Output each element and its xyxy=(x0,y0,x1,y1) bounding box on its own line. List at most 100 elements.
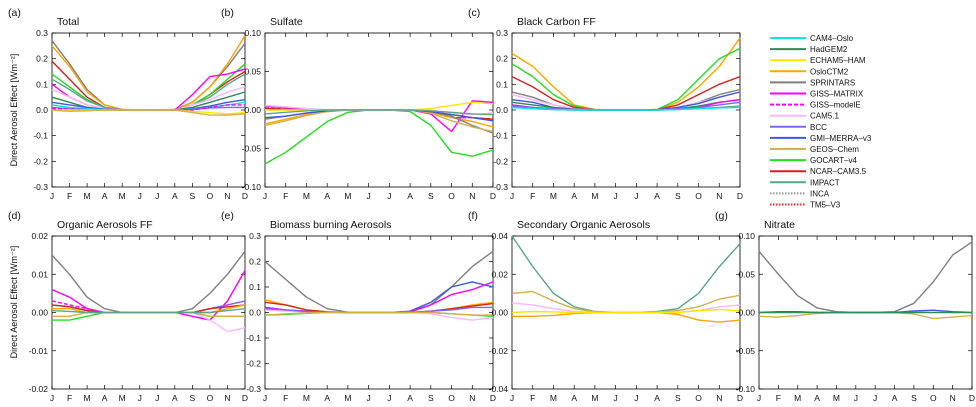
series-line xyxy=(511,308,741,314)
panel-label: (f) xyxy=(468,210,478,222)
y-tick-label: -0.02 xyxy=(29,384,49,394)
x-tick-label: A xyxy=(407,191,413,201)
x-tick-label: D xyxy=(490,393,496,403)
y-tick-label: 0.05 xyxy=(738,269,755,279)
y-tick-label: 0.1 xyxy=(249,282,261,292)
x-tick-label: D xyxy=(737,393,743,403)
y-tick-label: -0.2 xyxy=(493,156,508,166)
panel-1: (a) Total -0.3 -0.2 -0.1 0.0 0.1 0.2 0.3 J F M A M J J A… xyxy=(8,7,248,201)
x-tick-label: N xyxy=(469,191,475,201)
x-tick-label: J xyxy=(614,393,618,403)
legend-item: ECHAM5–HAM xyxy=(770,56,866,65)
legend-label: GISS–modelE xyxy=(810,101,861,110)
panel-label: (c) xyxy=(468,7,480,19)
panel-label: (d) xyxy=(8,210,21,222)
legend-label: BCC xyxy=(810,123,827,132)
series-line xyxy=(51,308,246,314)
legend-label: GOCART–v4 xyxy=(810,156,858,165)
x-tick-label: D xyxy=(242,191,248,201)
panel-3: (c) Black Carbon FF -0.3 -0.2 -0.1 0.0 0.1 0.2 0… xyxy=(468,7,743,201)
legend-item: NCAR–CAM3.5 xyxy=(770,167,867,176)
y-tick-label: 0.00 xyxy=(738,308,755,318)
y-tick-label: 0.04 xyxy=(491,231,508,241)
series-line xyxy=(51,250,246,314)
x-tick-label: M xyxy=(119,191,126,201)
x-tick-label: J xyxy=(873,393,877,403)
x-tick-label: A xyxy=(571,393,577,403)
x-tick-label: A xyxy=(102,191,108,201)
legend-item: SPRINTARS xyxy=(770,78,855,87)
series-line xyxy=(511,235,741,314)
panel-5: (e) Biomass burning Aerosols -0.3 -0.2 -0.1 0… xyxy=(221,210,496,403)
x-tick-label: N xyxy=(716,191,722,201)
series-line xyxy=(51,63,246,111)
panel-2: (b) Sulfate -0.10 -0.05 0.00 0.05 0.10 J F M A M J J A… xyxy=(221,7,496,201)
x-tick-label: J xyxy=(510,393,514,403)
x-tick-label: N xyxy=(950,393,956,403)
x-tick-label: M xyxy=(84,393,91,403)
series-line xyxy=(51,35,246,111)
x-tick-label: J xyxy=(155,191,159,201)
x-tick-label: A xyxy=(571,191,577,201)
legend-item: CAM4–Oslo xyxy=(770,34,854,43)
x-tick-label: A xyxy=(892,393,898,403)
legend-item: OsloCTM2 xyxy=(770,67,849,76)
y-tick-label: -0.02 xyxy=(489,346,509,356)
legend-item: TM5–V3 xyxy=(770,201,841,210)
x-tick-label: M xyxy=(550,393,557,403)
panel-label: (a) xyxy=(8,7,21,19)
y-tick-label: 0.00 xyxy=(31,308,48,318)
x-tick-label: S xyxy=(190,393,196,403)
legend-label: GMI–MERRA–v3 xyxy=(810,134,872,143)
legend-label: IMPACT xyxy=(810,178,840,187)
y-tick-label: -0.3 xyxy=(33,182,48,192)
series-line xyxy=(52,311,246,333)
legend-item: INCA xyxy=(770,189,830,198)
x-tick-label: O xyxy=(695,191,702,201)
x-tick-label: A xyxy=(172,393,178,403)
x-tick-label: A xyxy=(654,393,660,403)
y-tick-label: -0.3 xyxy=(493,182,508,192)
y-tick-label: 0.2 xyxy=(36,54,48,64)
x-tick-label: N xyxy=(716,393,722,403)
panel-title: Black Carbon FF xyxy=(517,16,596,28)
x-tick-label: J xyxy=(50,191,54,201)
y-tick-label: 0.1 xyxy=(36,79,48,89)
y-tick-label: 0.10 xyxy=(244,28,261,38)
legend-label: GISS–MATRIX xyxy=(810,90,864,99)
legend-item: CAM5.1 xyxy=(770,112,839,121)
x-tick-label: M xyxy=(303,191,310,201)
x-tick-label: J xyxy=(263,191,267,201)
x-tick-label: M xyxy=(591,191,598,201)
x-tick-label: D xyxy=(969,393,975,403)
y-tick-label: 0.3 xyxy=(496,28,508,38)
panel-label: (e) xyxy=(221,210,234,222)
panel-4: (d) Organic Aerosols FF -0.02 -0.01 0.00 0.01… xyxy=(8,210,248,403)
x-tick-label: M xyxy=(344,393,351,403)
x-tick-label: S xyxy=(428,393,434,403)
x-tick-label: F xyxy=(530,191,535,201)
legend-item: GISS–modelE xyxy=(770,101,861,110)
x-tick-label: M xyxy=(84,191,91,201)
y-tick-label: 0.2 xyxy=(496,54,508,64)
series-line xyxy=(511,106,741,111)
legend-label: TM5–V3 xyxy=(810,201,841,210)
y-tick-label: -0.05 xyxy=(242,144,262,154)
y-tick-label: 0.3 xyxy=(36,28,48,38)
x-tick-label: M xyxy=(794,393,801,403)
y-tick-label: -0.2 xyxy=(246,359,261,369)
x-tick-label: M xyxy=(550,191,557,201)
x-tick-label: J xyxy=(634,393,638,403)
y-tick-label: 0.2 xyxy=(249,257,261,267)
y-tick-label: 0.1 xyxy=(496,79,508,89)
y-tick-label: -0.10 xyxy=(736,384,756,394)
x-tick-label: M xyxy=(591,393,598,403)
series-line xyxy=(512,311,741,323)
series-line xyxy=(264,109,494,116)
x-tick-label: M xyxy=(344,191,351,201)
legend-item: BCC xyxy=(770,123,827,132)
x-tick-label: F xyxy=(283,393,288,403)
y-axis-label-bottom-row: Direct Aerosol Effect [Wm⁻²] xyxy=(9,246,19,359)
x-tick-label: O xyxy=(207,393,214,403)
